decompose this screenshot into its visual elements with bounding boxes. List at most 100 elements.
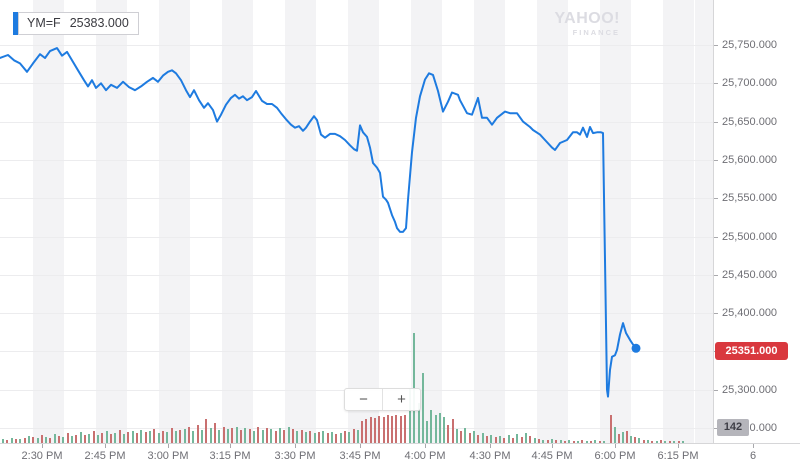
volume-bar: [32, 437, 34, 443]
volume-bar: [387, 415, 389, 443]
plot-canvas[interactable]: YAHOO! FINANCE YM=F 25383.000 − +: [0, 0, 713, 443]
volume-bar: [127, 432, 129, 443]
volume-bar: [534, 438, 536, 443]
volume-bar: [54, 434, 56, 443]
gridline: [0, 313, 713, 315]
time-axis-label: 3:15 PM: [209, 450, 251, 462]
axis-tick: [714, 274, 718, 276]
legend-color-bar: [13, 12, 18, 35]
axis-tick: [295, 444, 296, 448]
volume-bar: [305, 432, 307, 443]
session-band: [348, 0, 379, 443]
volume-bar: [231, 428, 233, 443]
volume-bar: [28, 436, 30, 443]
volume-bar: [529, 436, 531, 443]
time-axis-label: 6:00 PM: [594, 450, 636, 462]
volume-bar: [469, 433, 471, 443]
axis-tick: [714, 428, 718, 429]
session-band: [285, 0, 316, 443]
volume-bar: [171, 428, 173, 443]
volume-bar: [542, 440, 544, 443]
yahoo-wordmark: YAHOO!: [554, 10, 620, 27]
volume-bar: [490, 435, 492, 443]
volume-bar: [80, 432, 82, 443]
volume-bar: [590, 441, 592, 443]
gridline: [0, 198, 713, 200]
volume-bar: [378, 416, 380, 443]
finance-wordmark: FINANCE: [572, 28, 620, 37]
price-axis-label: 25,750.000: [722, 39, 778, 51]
axis-tick: [714, 45, 718, 46]
axis-tick: [714, 313, 718, 315]
zoom-in-button[interactable]: +: [383, 389, 420, 410]
price-line: [0, 47, 637, 398]
axis-tick: [425, 444, 426, 448]
session-band: [474, 0, 505, 443]
session-band: [537, 0, 568, 443]
volume-bar: [395, 415, 397, 443]
time-axis-label: 2:45 PM: [84, 450, 126, 462]
volume-bar: [262, 430, 264, 443]
volume-bar: [340, 433, 342, 443]
session-band: [96, 0, 127, 443]
volume-bar: [581, 440, 583, 443]
volume-bar: [309, 431, 311, 443]
axis-tick: [678, 444, 679, 448]
volume-bar: [58, 436, 60, 443]
volume-bar: [555, 440, 557, 443]
time-axis-label: 6: [749, 450, 757, 462]
axis-tick: [714, 389, 718, 391]
volume-bar: [41, 435, 43, 443]
price-axis-label: 25,600.000: [722, 153, 778, 166]
volume-bar: [283, 430, 285, 443]
volume-bar: [365, 419, 367, 443]
volume-bar: [610, 415, 612, 443]
session-band: [411, 0, 442, 443]
volume-bar: [106, 431, 108, 443]
volume-bar: [192, 431, 194, 443]
volume-bar: [318, 432, 320, 443]
last-volume-badge: 142: [717, 419, 749, 436]
volume-bar: [430, 410, 432, 443]
volume-bar: [279, 428, 281, 443]
volume-bar: [673, 441, 675, 443]
volume-bar: [669, 441, 671, 443]
volume-bar: [210, 428, 212, 443]
volume-bar: [460, 431, 462, 443]
volume-bar: [153, 429, 155, 443]
volume-bar: [473, 431, 475, 443]
volume-bar: [240, 430, 242, 443]
volume-bar: [179, 430, 181, 443]
volume-bar: [75, 435, 77, 443]
volume-bar: [426, 421, 428, 443]
volume-bar: [521, 437, 523, 443]
time-axis: 2:30 PM 2:45 PM 3:00 PM 3:15 PM 3:30 PM 3:45 …: [0, 443, 800, 469]
volume-bar: [495, 437, 497, 443]
axis-tick: [230, 444, 231, 448]
volume-bar: [456, 429, 458, 443]
volume-bar: [97, 435, 99, 443]
volume-bar: [361, 421, 363, 443]
volume-bar: [201, 430, 203, 443]
legend-symbol: YM=F: [27, 16, 61, 30]
volume-bar: [19, 439, 21, 443]
time-axis-label: 4:00 PM: [404, 450, 446, 462]
volume-bar: [301, 430, 303, 443]
gridline: [0, 236, 713, 238]
legend-value: 25383.000: [69, 16, 129, 30]
volume-bar: [218, 430, 220, 443]
price-axis-label: 25,500.000: [722, 230, 778, 243]
volume-bar: [370, 417, 372, 443]
gridline: [0, 274, 713, 276]
volume-bar: [132, 431, 134, 443]
volume-bar: [630, 436, 632, 443]
price-axis: 25,750.000 25,700.000 25,650.000 25,600.000…: [713, 0, 800, 443]
session-band: [33, 0, 64, 443]
last-price-badge: 25351.000: [715, 342, 788, 360]
axis-tick: [615, 444, 616, 448]
volume-bar: [2, 439, 4, 443]
volume-bar: [71, 436, 73, 443]
zoom-out-button[interactable]: −: [345, 389, 383, 410]
volume-bar: [24, 438, 26, 443]
volume-bar: [439, 413, 441, 443]
